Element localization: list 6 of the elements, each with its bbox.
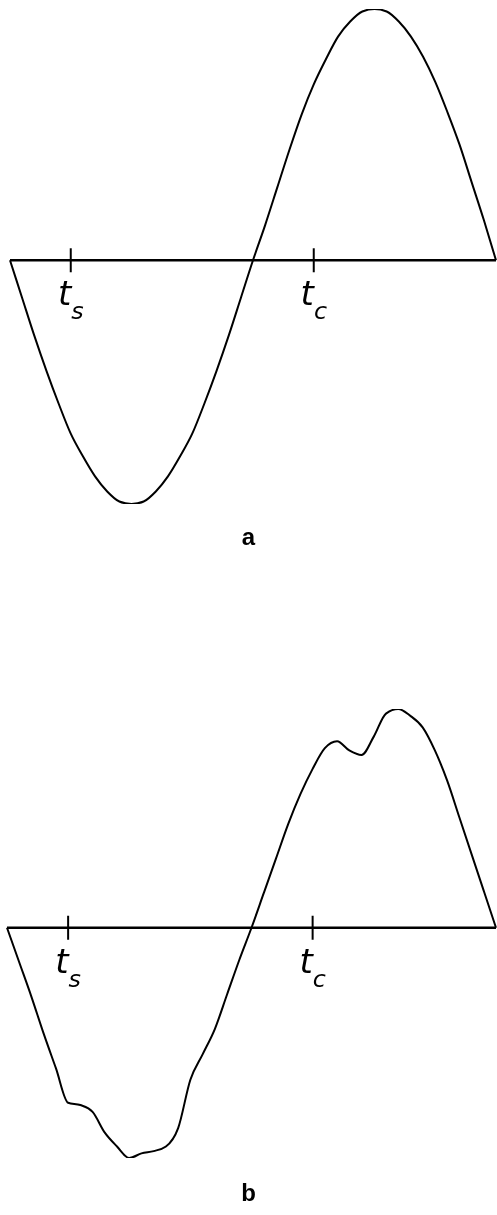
text: a (240, 522, 257, 552)
text: b (240, 1178, 257, 1208)
x-tick-label: t$_{s}$ (55, 940, 81, 993)
x-tick-label: t$_{c}$ (299, 940, 326, 993)
x-tick-label: t$_{s}$ (57, 273, 84, 326)
x-tick-label: t$_{c}$ (300, 273, 327, 326)
